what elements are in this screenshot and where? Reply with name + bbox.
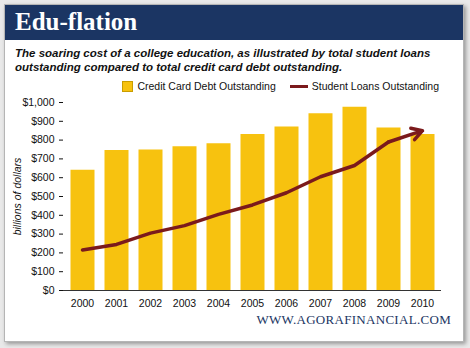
svg-text:$100: $100	[31, 265, 55, 277]
svg-text:$1,000: $1,000	[22, 96, 54, 108]
svg-text:billions of dollars: billions of dollars	[11, 157, 23, 235]
html-text:Student Loans Outstanding: Student Loans Outstanding	[311, 80, 439, 92]
html-text:WWW.AGORAFINANCIAL.COM: WWW.AGORAFINANCIAL.COM	[256, 312, 451, 327]
svg-text:$500: $500	[31, 190, 55, 202]
html-text:Credit Card Debt Outstanding: Credit Card Debt Outstanding	[137, 80, 276, 92]
svg-text:$700: $700	[31, 152, 55, 164]
svg-text:2002: 2002	[139, 297, 163, 309]
svg-text:$400: $400	[31, 209, 55, 221]
svg-text:$200: $200	[31, 246, 55, 258]
svg-text:2008: 2008	[343, 297, 367, 309]
svg-text:$800: $800	[31, 133, 55, 145]
svg-text:2010: 2010	[411, 297, 435, 309]
html-text:The soaring cost of a college: The soaring cost of a college education,…	[15, 47, 431, 73]
svg-text:2004: 2004	[207, 297, 231, 309]
svg-text:2006: 2006	[275, 297, 299, 309]
svg-text:$900: $900	[31, 115, 55, 127]
svg-text:2000: 2000	[71, 297, 95, 309]
svg-text:$300: $300	[31, 227, 55, 239]
svg-text:2009: 2009	[377, 297, 401, 309]
svg-text:2001: 2001	[105, 297, 129, 309]
svg-text:2007: 2007	[309, 297, 333, 309]
svg-text:2005: 2005	[241, 297, 265, 309]
svg-text:2003: 2003	[173, 297, 197, 309]
svg-text:$600: $600	[31, 171, 55, 183]
svg-text:$0: $0	[43, 284, 55, 296]
html-text:Edu-flation: Edu-flation	[15, 8, 138, 35]
